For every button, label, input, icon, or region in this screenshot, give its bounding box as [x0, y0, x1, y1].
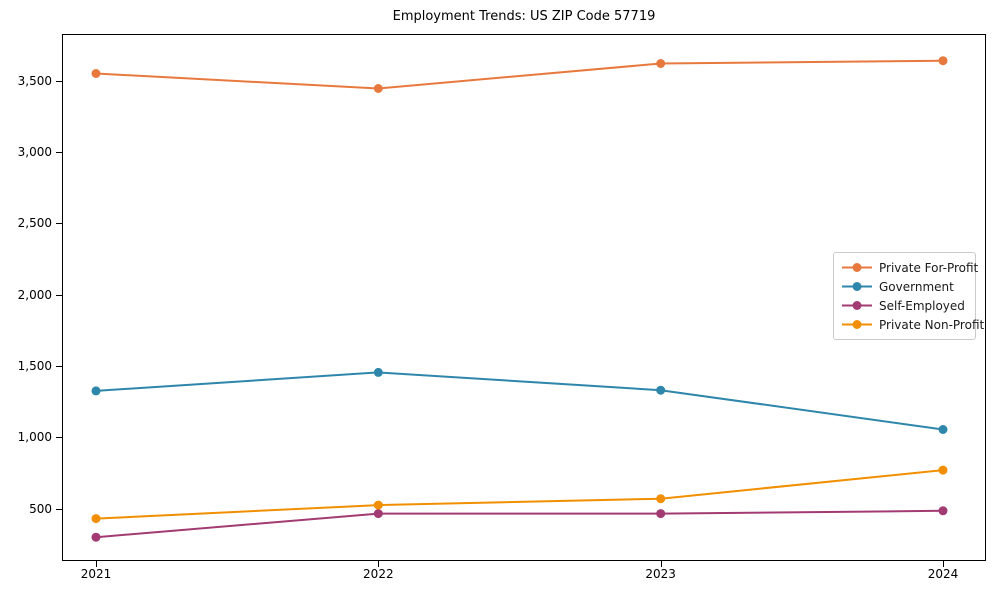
legend-label: Self-Employed — [879, 298, 965, 313]
legend-item: Private Non-Profit — [842, 318, 984, 332]
x-tick-mark — [943, 561, 944, 567]
y-tick-label: 2,500 — [17, 216, 52, 231]
legend-line-marker-icon — [842, 281, 872, 292]
chart-title: Employment Trends: US ZIP Code 57719 — [392, 9, 656, 24]
y-tick-label: 3,500 — [17, 73, 52, 88]
legend-label: Government — [879, 279, 954, 294]
legend-label: Private For-Profit — [879, 260, 979, 275]
y-tick-label: 500 — [29, 501, 52, 516]
y-tick-mark — [56, 437, 62, 439]
x-tick-label: 2022 — [363, 567, 394, 581]
legend-item: Government — [842, 280, 967, 294]
legend-label: Private Non-Profit — [879, 317, 985, 332]
x-tick-label: 2024 — [927, 567, 959, 581]
y-tick-mark — [56, 508, 62, 510]
y-tick-mark — [56, 80, 62, 82]
x-tick-label: 2021 — [80, 567, 112, 581]
y-tick-label: 1,000 — [17, 430, 52, 445]
x-tick-mark — [96, 561, 97, 567]
y-tick-mark — [56, 365, 62, 367]
legend-item: Private For-Profit — [842, 261, 978, 275]
y-tick-label: 3,000 — [17, 144, 52, 159]
x-tick-mark — [378, 561, 380, 567]
legend-line-marker-icon — [842, 319, 872, 330]
y-tick-mark — [56, 151, 62, 153]
y-tick-label: 2,000 — [17, 287, 52, 302]
plot-area — [62, 34, 986, 561]
legend-item: Self-Employed — [842, 299, 967, 313]
legend-line-marker-icon — [842, 300, 872, 311]
x-tick-label: 2023 — [645, 567, 676, 581]
legend: Private For-Profit Government Self-Employe… — [833, 252, 984, 340]
y-tick-label: 1,500 — [17, 358, 52, 373]
line-chart-canvas — [91, 56, 948, 542]
y-tick-mark — [56, 223, 62, 225]
y-tick-mark — [56, 294, 62, 296]
x-tick-mark — [660, 561, 662, 567]
legend-line-marker-icon — [842, 262, 872, 273]
